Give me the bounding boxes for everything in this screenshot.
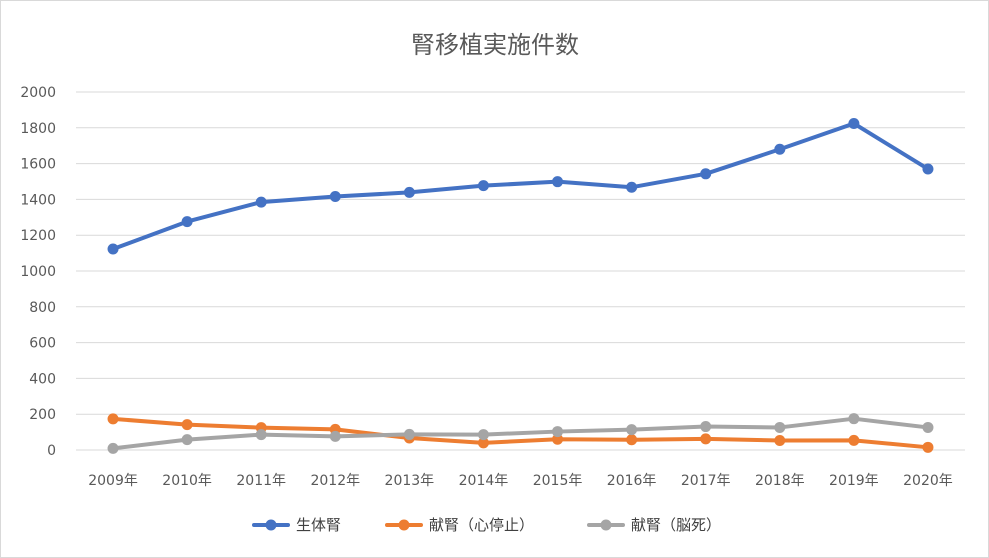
legend-item: 生体腎 <box>252 516 341 534</box>
data-point <box>107 413 119 425</box>
x-axis: 2009年 2010年 2011年 2012年 2013年 2014年 2015年 2016年… <box>88 473 953 489</box>
data-point <box>552 176 564 188</box>
x-tick-label: 2017年 <box>681 473 731 489</box>
data-point <box>700 421 712 433</box>
series-2 <box>107 413 934 454</box>
series-0 <box>107 118 934 255</box>
data-point <box>255 429 267 441</box>
data-point <box>626 181 638 193</box>
data-point <box>477 180 489 192</box>
legend-marker <box>265 519 277 531</box>
x-tick-label: 2018年 <box>755 473 805 489</box>
data-point <box>626 424 638 436</box>
data-point <box>181 419 193 431</box>
x-tick-label: 2019年 <box>829 473 879 489</box>
chart-title: 腎移植実施件数 <box>411 31 579 59</box>
y-tick-label: 0 <box>47 443 56 459</box>
x-tick-label: 2011年 <box>236 473 286 489</box>
x-tick-label: 2009年 <box>88 473 138 489</box>
y-tick-label: 800 <box>29 300 56 316</box>
data-point <box>626 434 638 446</box>
data-point <box>329 430 341 442</box>
legend-label: 生体腎 <box>296 516 341 534</box>
y-tick-label: 200 <box>29 407 56 423</box>
data-point <box>477 429 489 441</box>
data-point <box>181 216 193 228</box>
data-point <box>922 441 934 453</box>
y-tick-label: 1400 <box>20 192 56 208</box>
legend-item: 献腎（脳死） <box>587 516 721 534</box>
data-point <box>774 143 786 155</box>
series-line <box>111 121 930 251</box>
x-tick-label: 2014年 <box>459 473 509 489</box>
data-point <box>107 243 119 255</box>
y-tick-label: 400 <box>29 371 56 387</box>
x-tick-label: 2010年 <box>162 473 212 489</box>
data-point <box>403 186 415 198</box>
data-point <box>922 163 934 175</box>
data-point <box>181 434 193 446</box>
series-1 <box>107 413 934 453</box>
data-point <box>848 434 860 446</box>
data-point <box>329 191 341 203</box>
gridlines <box>76 91 965 451</box>
legend-label: 献腎（脳死） <box>631 516 721 534</box>
series-group <box>107 118 934 454</box>
data-point <box>922 421 934 433</box>
x-tick-label: 2016年 <box>607 473 657 489</box>
y-tick-label: 600 <box>29 336 56 352</box>
data-point <box>700 433 712 445</box>
data-point <box>107 442 119 454</box>
data-point <box>552 426 564 438</box>
legend-item: 献腎（心停止） <box>385 516 534 534</box>
y-tick-label: 2000 <box>20 85 56 101</box>
series-line <box>111 416 930 451</box>
data-point <box>477 437 489 449</box>
x-tick-label: 2013年 <box>385 473 435 489</box>
y-tick-label: 1600 <box>20 157 56 173</box>
legend-marker <box>398 519 410 531</box>
data-point <box>403 428 415 440</box>
legend-marker <box>600 519 612 531</box>
data-point <box>255 196 267 208</box>
data-point <box>552 433 564 445</box>
y-tick-label: 1800 <box>20 121 56 137</box>
data-point <box>700 168 712 180</box>
legend-label: 献腎（心停止） <box>429 516 534 534</box>
x-tick-label: 2012年 <box>310 473 360 489</box>
series-line <box>111 416 930 450</box>
y-axis: 0 200 400 600 800 1000 1200 1400 1600 1800 2000 <box>20 85 56 459</box>
x-tick-label: 2020年 <box>903 473 953 489</box>
y-tick-label: 1200 <box>20 228 56 244</box>
x-tick-label: 2015年 <box>533 473 583 489</box>
legend: 生体腎 献腎（心停止） 献腎（脳死） <box>252 516 721 534</box>
data-point <box>848 118 860 130</box>
data-point <box>774 421 786 433</box>
data-point <box>848 413 860 425</box>
data-point <box>774 435 786 447</box>
y-tick-label: 1000 <box>20 264 56 280</box>
